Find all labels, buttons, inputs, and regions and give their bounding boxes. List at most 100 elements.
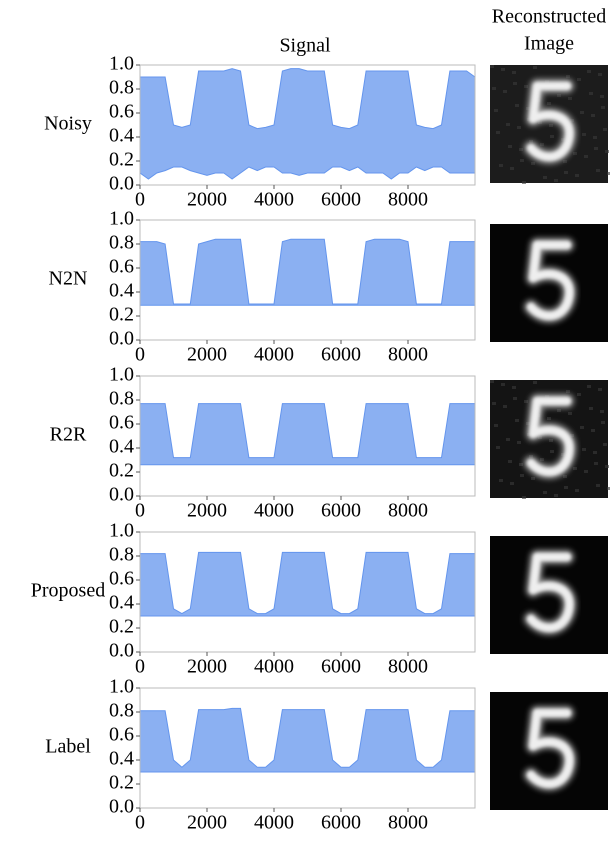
image-noise: [603, 128, 607, 131]
image-noise: [594, 462, 598, 465]
x-tick-label: 6000: [321, 189, 361, 211]
reconstructed-image: [490, 380, 610, 499]
image-noise: [582, 448, 586, 451]
y-tick-label: 1.0: [109, 520, 134, 542]
image-column-title: Image: [524, 33, 574, 55]
y-tick-label: 0.8: [109, 544, 134, 566]
image-noise: [601, 106, 605, 109]
y-tick-label: 0.4: [109, 748, 134, 770]
y-tick-label: 0.2: [109, 460, 134, 482]
image-noise: [506, 438, 510, 441]
image-column-title: Reconstructed: [492, 6, 606, 28]
signal-envelope: [140, 551, 475, 615]
image-noise: [496, 446, 500, 449]
digit: [527, 82, 574, 161]
y-tick-label: 0.2: [109, 304, 134, 326]
image-noise: [554, 494, 558, 497]
x-tick-label: 0: [135, 344, 145, 366]
image-noise: [554, 179, 558, 182]
y-tick-label: 0.0: [109, 640, 134, 662]
image-noise: [512, 386, 516, 389]
x-tick-label: 2000: [187, 189, 227, 211]
image-noise: [503, 405, 507, 408]
image-noise: [564, 486, 568, 489]
x-tick-label: 4000: [254, 500, 294, 522]
signal-envelope: [140, 238, 475, 305]
image-noise: [596, 484, 600, 487]
image-noise: [499, 164, 503, 167]
digit: [527, 709, 574, 788]
x-tick-label: 4000: [254, 344, 294, 366]
image-noise: [589, 92, 593, 95]
image-noise: [605, 465, 609, 468]
image-noise: [519, 463, 523, 466]
image-noise: [549, 124, 553, 127]
image-noise: [587, 70, 591, 73]
y-tick-label: 0.2: [109, 772, 134, 794]
image-noise: [547, 102, 551, 105]
x-tick-label: 6000: [321, 500, 361, 522]
image-noise: [543, 491, 547, 494]
y-tick-label: 0.0: [109, 484, 134, 506]
reconstructed-image: [490, 692, 608, 810]
image-noise: [531, 477, 535, 480]
image-noise: [563, 475, 567, 478]
image-noise: [573, 152, 577, 155]
y-tick-label: 0.6: [109, 256, 134, 278]
image-noise: [607, 172, 610, 175]
image-noise: [573, 467, 577, 470]
y-tick-label: 1.0: [109, 364, 134, 386]
plot-frame: [139, 687, 476, 809]
image-noise: [600, 410, 604, 413]
image-noise: [584, 155, 588, 158]
image-noise: [593, 451, 597, 454]
image-noise: [540, 458, 544, 461]
image-noise: [524, 400, 528, 403]
y-tick-label: 1.0: [109, 676, 134, 698]
x-tick-label: 8000: [388, 189, 428, 211]
row-label: Proposed: [31, 580, 105, 602]
image-noise: [598, 73, 602, 76]
reconstructed-image: [490, 224, 608, 342]
image-noise: [566, 75, 570, 78]
plot-frame: [139, 64, 476, 186]
image-noise: [515, 419, 519, 422]
image-noise: [580, 426, 584, 429]
image-noise: [591, 114, 595, 117]
digit: [527, 241, 574, 320]
x-tick-label: 4000: [254, 189, 294, 211]
image-noise: [575, 489, 579, 492]
y-tick-label: 0.6: [109, 724, 134, 746]
image-noise: [550, 450, 554, 453]
x-tick-label: 8000: [388, 344, 428, 366]
image-noise: [520, 474, 524, 477]
image-noise: [577, 393, 581, 396]
y-tick-label: 0.4: [109, 125, 134, 147]
signal-envelope: [140, 403, 475, 459]
image-noise: [598, 388, 602, 391]
x-tick-label: 4000: [254, 812, 294, 834]
image-noise: [517, 441, 521, 444]
y-tick-label: 0.4: [109, 436, 134, 458]
y-tick-label: 0.6: [109, 568, 134, 590]
signal-envelope: [140, 68, 476, 130]
y-tick-label: 1.0: [109, 208, 134, 230]
image-noise: [494, 109, 498, 112]
image-noise: [508, 460, 512, 463]
image-noise: [503, 90, 507, 93]
y-tick-label: 0.8: [109, 700, 134, 722]
image-noise: [575, 174, 579, 177]
y-tick-label: 0.4: [109, 280, 134, 302]
image-noise: [566, 390, 570, 393]
y-tick-label: 1.0: [109, 53, 134, 75]
signal-envelope: [139, 166, 475, 180]
image-noise: [547, 417, 551, 420]
image-noise: [557, 409, 561, 412]
x-tick-label: 2000: [187, 500, 227, 522]
image-noise: [522, 496, 526, 499]
signal-band: [140, 552, 475, 616]
image-noise: [540, 143, 544, 146]
image-noise: [589, 407, 593, 410]
x-tick-label: 6000: [321, 812, 361, 834]
image-noise: [543, 176, 547, 179]
